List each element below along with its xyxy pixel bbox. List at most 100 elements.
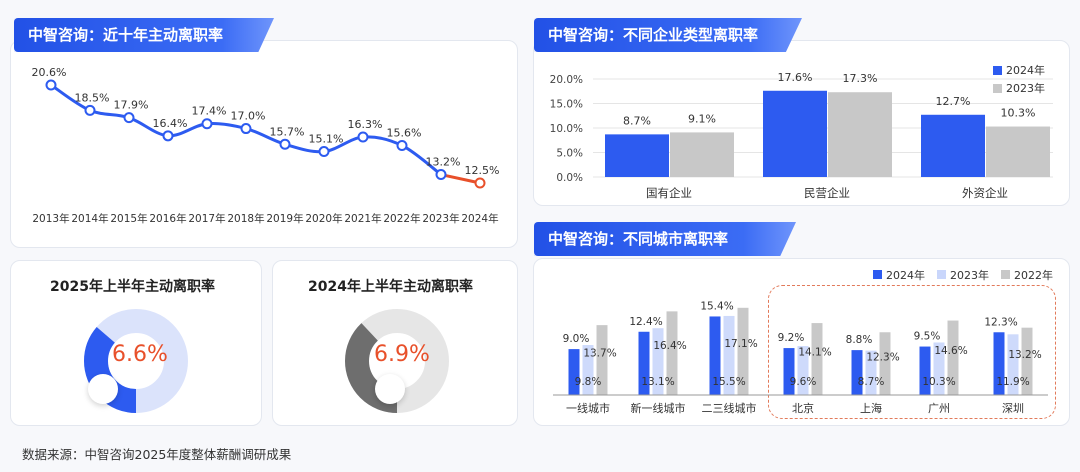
city-bar [797, 346, 809, 395]
city-bar [666, 311, 678, 395]
city-bar [652, 328, 664, 395]
ent-bar [605, 134, 669, 177]
city-bar [709, 316, 721, 395]
trend-x-tick: 2021年 [344, 212, 381, 225]
city-label-2023: 8.7% [858, 376, 885, 388]
city-label-2022: 12.3% [866, 351, 899, 363]
city-label-2024: 9.5% [914, 331, 941, 343]
city-legend-swatch [1001, 270, 1010, 279]
trend-banner: 中智咨询：近十年主动离职率 [14, 18, 274, 52]
ent-legend-label: 2023年 [1006, 81, 1045, 95]
ent-x-tick: 民营企业 [804, 186, 850, 200]
trend-x-tick: 2016年 [149, 212, 186, 225]
trend-panel [10, 40, 518, 248]
trend-line-chart: 20.6% 2013年 18.5% 2014年 17.9% 2015年 16.4% 2016年… [32, 66, 500, 225]
trend-point [45, 79, 57, 91]
trend-x-tick: 2024年 [461, 212, 498, 225]
trend-data-label: 16.4% [153, 117, 188, 130]
city-bar [879, 332, 891, 395]
ent-x-tick: 外资企业 [962, 186, 1008, 200]
city-bar [783, 348, 795, 395]
trend-x-tick: 2022年 [383, 212, 420, 225]
city-bar [851, 350, 863, 395]
trend-line-last-segment [440, 173, 481, 185]
ent-data-label: 8.7% [623, 114, 651, 127]
trend-point [84, 104, 96, 116]
trend-x-tick: 2015年 [110, 212, 147, 225]
city-label-2022: 13.7% [583, 348, 616, 360]
ent-bar [986, 126, 1050, 177]
city-panel [533, 258, 1070, 426]
trend-x-tick: 2019年 [266, 212, 303, 225]
city-label-2022: 13.2% [1008, 349, 1041, 361]
trend-data-label: 16.3% [348, 118, 383, 131]
trend-point [318, 146, 330, 158]
trend-x-tick: 2023年 [422, 212, 459, 225]
city-label-2023: 10.3% [922, 376, 955, 388]
city-legend-label: 2022年 [1014, 268, 1053, 282]
city-bar-chart: 9.0% 9.8% 13.7% 一线城市 12.4% 13.1% 16.4% 新一线城市 15.… [553, 268, 1053, 415]
trend-point [123, 112, 135, 124]
city-highlight-box [768, 285, 1056, 419]
trend-point [357, 131, 369, 143]
ent-y-tick: 5.0% [556, 148, 583, 160]
city-label-2022: 17.1% [724, 338, 757, 350]
city-x-tick: 广州 [928, 402, 950, 415]
city-bar [1021, 327, 1033, 395]
ent-bar [670, 132, 734, 177]
city-bar [596, 325, 608, 395]
city-label-2022: 16.4% [653, 340, 686, 352]
ring-2024-value: 6.9% [374, 342, 430, 367]
city-bar [947, 320, 959, 395]
ent-bar [921, 114, 985, 177]
city-label-2024: 9.2% [778, 332, 805, 344]
city-bar [933, 342, 945, 395]
city-bar [638, 331, 650, 395]
city-label-2024: 12.3% [984, 316, 1017, 328]
trend-point [162, 130, 174, 142]
city-legend-swatch [873, 270, 882, 279]
trend-point [396, 139, 408, 151]
city-label-2022: 14.1% [798, 346, 831, 358]
city-bar [582, 345, 594, 395]
trend-x-tick: 2013年 [32, 212, 69, 225]
trend-point [474, 177, 486, 189]
city-x-tick: 深圳 [1002, 402, 1024, 415]
card-2025-title: 2025年上半年主动离职率 [50, 279, 215, 295]
ent-data-label: 9.1% [688, 112, 716, 125]
city-label-2023: 9.6% [790, 376, 817, 388]
city-label-2024: 12.4% [629, 316, 662, 328]
city-bar [993, 332, 1005, 395]
city-label-2024: 9.0% [563, 333, 590, 345]
trend-x-tick: 2014年 [71, 212, 108, 225]
trend-data-label: 13.2% [426, 156, 461, 169]
ent-data-label: 17.6% [778, 71, 813, 84]
ent-y-tick: 10.0% [550, 123, 583, 135]
trend-data-label: 17.4% [192, 105, 227, 118]
ring-2024-knob [375, 374, 405, 404]
city-x-tick: 二三线城市 [702, 401, 757, 415]
city-bar [737, 307, 749, 395]
trend-data-label: 15.7% [270, 125, 305, 138]
ent-data-label: 17.3% [843, 72, 878, 85]
city-x-tick: 一线城市 [566, 401, 610, 415]
city-bar [723, 315, 735, 395]
city-x-tick: 新一线城市 [631, 401, 686, 415]
city-legend-label: 2024年 [886, 268, 925, 282]
ring-2025-knob [88, 374, 118, 404]
card-2024-title: 2024年上半年主动离职率 [308, 279, 473, 295]
ent-bar [763, 90, 827, 177]
city-bar [568, 349, 580, 395]
ent-legend-swatch [993, 84, 1002, 93]
trend-data-label: 18.5% [75, 91, 110, 104]
trend-data-label: 15.6% [387, 126, 422, 139]
ring-2025 [84, 309, 188, 413]
ent-data-label: 12.7% [936, 95, 971, 108]
enterprise-banner: 中智咨询：不同企业类型离职率 [534, 18, 802, 52]
city-x-tick: 北京 [792, 401, 814, 415]
city-legend-swatch [937, 270, 946, 279]
trend-x-tick: 2017年 [188, 212, 225, 225]
city-bar [811, 323, 823, 395]
city-label-2023: 13.1% [641, 376, 674, 388]
city-bar [865, 350, 877, 395]
